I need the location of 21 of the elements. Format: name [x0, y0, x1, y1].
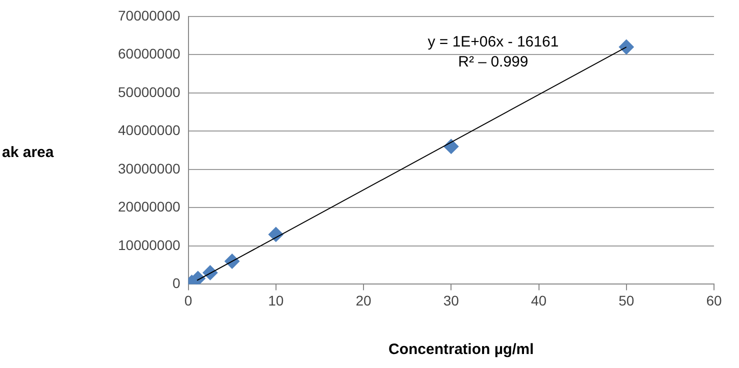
- x-tick-label: 10: [268, 292, 284, 308]
- x-axis-title: Concentration µg/ml: [388, 341, 534, 358]
- y-tick-label: 70000000: [118, 7, 180, 24]
- y-tick-label: 40000000: [118, 122, 180, 138]
- y-tick-label: 0: [172, 275, 180, 292]
- annotation: R² – 0.999: [458, 54, 528, 71]
- y-tick-label: 50000000: [118, 84, 180, 100]
- x-tick-label: 50: [618, 292, 634, 308]
- y-tick-label: 20000000: [118, 198, 180, 215]
- y-tick-label: 10000000: [118, 236, 180, 253]
- x-tick-label: 20: [356, 292, 372, 308]
- x-tick-label: 40: [530, 292, 547, 308]
- y-tick-label: 30000000: [118, 160, 180, 176]
- x-tick-label: 30: [443, 292, 460, 308]
- y-axis-title: ak area: [2, 144, 54, 162]
- point: [444, 138, 459, 154]
- point: [618, 40, 634, 55]
- x-tick-label: 0: [184, 292, 192, 308]
- x-tick-label: 60: [706, 292, 722, 308]
- y-tick-label: 60000000: [118, 46, 180, 62]
- annotation: y = 1E+06x - 16161: [428, 34, 559, 51]
